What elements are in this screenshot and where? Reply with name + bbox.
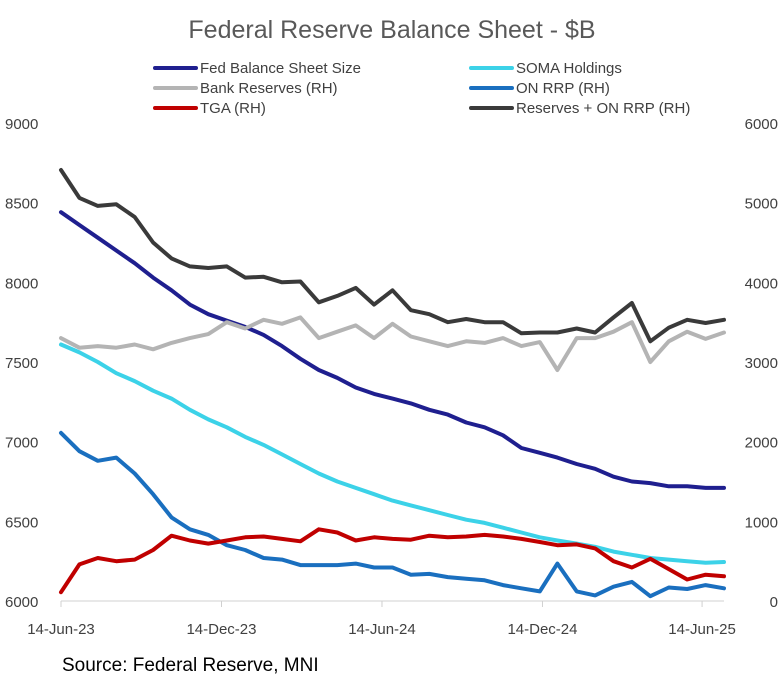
series-line-soma-holdings [59, 342, 726, 565]
legend-label: ON RRP (RH) [516, 80, 610, 97]
legend: Fed Balance Sheet Size SOMA Holdings Bank … [153, 60, 690, 117]
y-left-tick-label: 8000 [5, 275, 38, 292]
y-right-tick-label: 1000 [745, 514, 778, 531]
legend-label: Reserves + ON RRP (RH) [516, 100, 690, 117]
y-right-tick-label: 5000 [745, 196, 778, 213]
y-right-tick-label: 0 [770, 594, 778, 611]
chart-title: Federal Reserve Balance Sheet - $B [188, 16, 596, 44]
series-layer [59, 168, 726, 599]
series-line-bank-reserves-rh [59, 315, 726, 372]
y-left-tick-label: 6000 [5, 594, 38, 611]
source-note: Source: Federal Reserve, MNI [62, 655, 319, 676]
y-left-tick-label: 9000 [5, 116, 38, 133]
legend-label: Fed Balance Sheet Size [200, 60, 361, 77]
y-right-tick-label: 4000 [745, 275, 778, 292]
y-left-tick-label: 7500 [5, 355, 38, 372]
x-tick-label: 14-Jun-23 [27, 621, 95, 638]
y-right-tick-label: 2000 [745, 435, 778, 452]
legend-label: SOMA Holdings [516, 60, 622, 77]
series-line-on-rrp-rh [59, 430, 726, 599]
chart-canvas: Fed Balance Sheet Size SOMA Holdings Bank … [5, 60, 778, 638]
y-right-tick-label: 6000 [745, 116, 778, 133]
series-line-tga-rh [59, 527, 726, 595]
series-line-fed-balance-sheet-size [59, 210, 726, 490]
x-tick-label: 14-Jun-25 [668, 621, 736, 638]
x-tick-label: 14-Dec-24 [507, 621, 577, 638]
axes: 6000 6500 7000 7500 8000 8500 9000 0 1000 2000 300… [5, 116, 778, 638]
y-left-tick-label: 7000 [5, 435, 38, 452]
legend-label: TGA (RH) [200, 100, 266, 117]
series-line-reserves-on-rrp-rh [59, 168, 726, 344]
x-tick-label: 14-Jun-24 [348, 621, 416, 638]
y-left-tick-label: 6500 [5, 514, 38, 531]
legend-label: Bank Reserves (RH) [200, 80, 338, 97]
y-left-tick-label: 8500 [5, 196, 38, 213]
y-right-tick-label: 3000 [745, 355, 778, 372]
x-tick-label: 14-Dec-23 [186, 621, 256, 638]
